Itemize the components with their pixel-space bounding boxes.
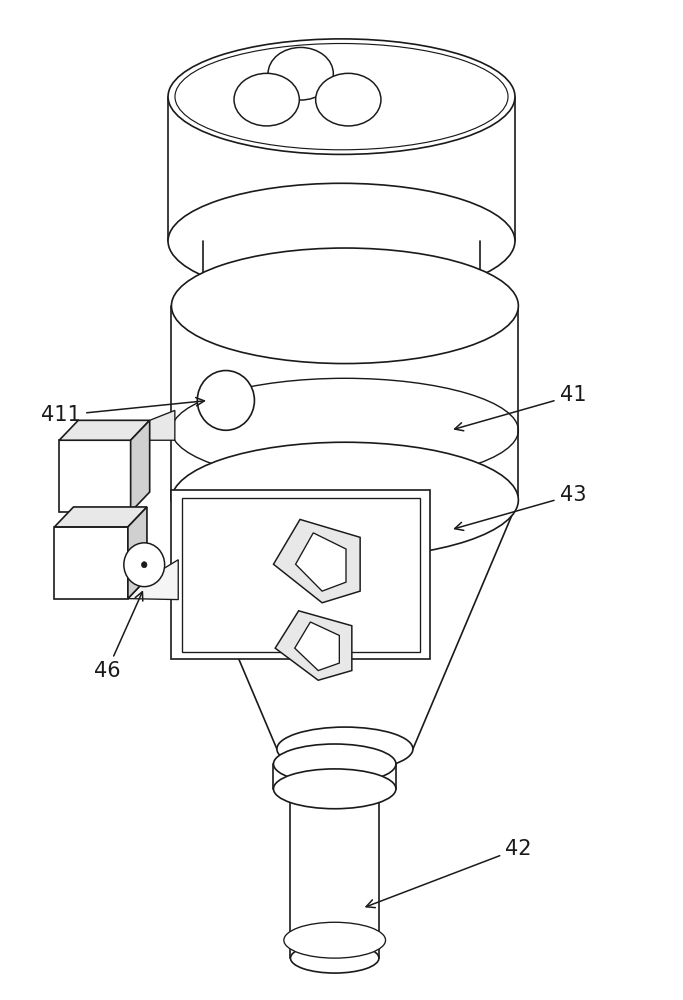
Ellipse shape (203, 257, 480, 355)
Ellipse shape (168, 183, 515, 299)
Ellipse shape (268, 47, 333, 100)
Polygon shape (296, 533, 346, 591)
Text: 411: 411 (42, 398, 204, 425)
Polygon shape (59, 440, 130, 512)
Text: 46: 46 (94, 592, 143, 681)
Polygon shape (203, 241, 480, 306)
Ellipse shape (234, 73, 299, 126)
Ellipse shape (171, 248, 518, 364)
Ellipse shape (273, 744, 396, 784)
Polygon shape (273, 764, 396, 789)
Ellipse shape (171, 442, 518, 558)
Ellipse shape (141, 562, 147, 568)
Ellipse shape (316, 73, 381, 126)
Polygon shape (275, 611, 352, 680)
Polygon shape (130, 420, 150, 512)
Polygon shape (59, 420, 150, 440)
Polygon shape (295, 622, 339, 671)
Ellipse shape (290, 943, 379, 973)
Ellipse shape (277, 727, 413, 771)
Polygon shape (55, 527, 128, 599)
Ellipse shape (168, 39, 515, 154)
Ellipse shape (197, 371, 255, 430)
Polygon shape (290, 786, 379, 958)
Ellipse shape (175, 44, 508, 150)
Polygon shape (55, 507, 147, 527)
Polygon shape (171, 500, 518, 749)
Text: 43: 43 (455, 485, 586, 530)
Text: 42: 42 (366, 839, 531, 908)
Ellipse shape (124, 543, 165, 587)
Polygon shape (168, 97, 515, 241)
Ellipse shape (273, 769, 396, 809)
Text: 41: 41 (455, 385, 586, 431)
Polygon shape (128, 507, 147, 599)
Polygon shape (128, 560, 178, 600)
Polygon shape (171, 490, 430, 659)
Polygon shape (171, 306, 518, 500)
Ellipse shape (284, 922, 385, 958)
Polygon shape (273, 519, 360, 603)
Polygon shape (130, 410, 175, 440)
